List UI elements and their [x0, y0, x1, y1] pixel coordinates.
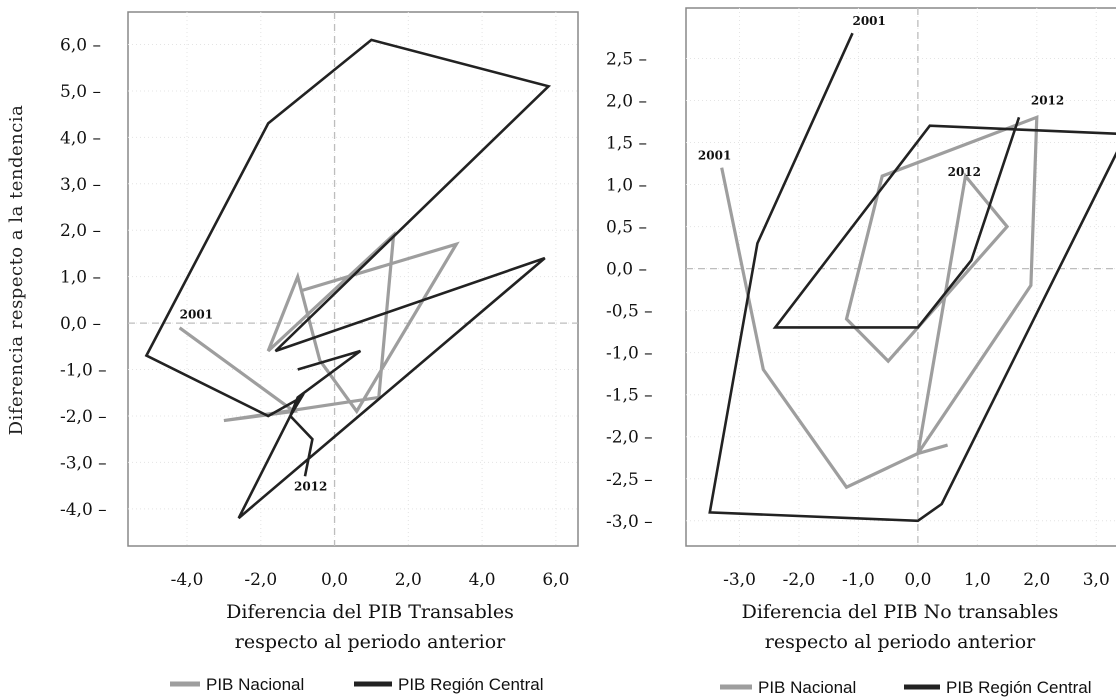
y-tick-label: -1,5 – [606, 386, 653, 406]
y-tick-label: -3,0 – [60, 453, 107, 473]
y-tick-label: -4,0 – [60, 500, 107, 520]
year-annotation: 2012 [294, 479, 327, 493]
y-tick-label: 5,0 – [60, 82, 101, 102]
y-axis-label-left: Diferencia respecto a la tendencia [6, 105, 27, 436]
y-tick-label: -1,0 – [60, 361, 107, 381]
x-tick-label: -2,0 [783, 570, 816, 590]
x-ticks-right: -3,0 -2,0 -1,0 0,0 1,0 2,0 3,0 [723, 570, 1110, 590]
year-annotation: 2001 [698, 148, 731, 162]
x-tick-label: 1,0 [964, 570, 991, 590]
legend-left: PIB Nacional PIB Región Central [170, 675, 544, 694]
x-axis-label-left-line2: respecto al periodo anterior [235, 631, 506, 653]
annotations-right: 2001 2001 2012 2012 [698, 14, 1064, 179]
y-ticks-right: 2,5 – 2,0 – 1,5 – 1,0 – 0,5 – 0,0 – -0,5 – -1,0… [606, 49, 653, 531]
series-left [144, 38, 552, 520]
y-tick-label: 1,5 – [606, 134, 647, 154]
x-tick-label: 6,0 [542, 570, 569, 590]
x-tick-label: -3,0 [723, 570, 756, 590]
y-tick-label: 0,0 – [606, 260, 647, 280]
series-right [708, 32, 1116, 523]
x-axis-label-left-line1: Diferencia del PIB Transables [226, 601, 514, 623]
x-ticks-left: -4,0 -2,0 0,0 2,0 4,0 6,0 [171, 570, 570, 590]
y-tick-label: -2,0 – [60, 407, 107, 427]
x-tick-label: 3,0 [1083, 570, 1110, 590]
legend-label-nacional-right: PIB Nacional [758, 678, 856, 697]
series-line-nacional [178, 230, 460, 423]
legend-label-central-left: PIB Región Central [398, 675, 544, 694]
y-tick-label: -3,0 – [606, 512, 653, 532]
x-tick-label: 0,0 [904, 570, 931, 590]
y-tick-label: 2,0 – [606, 91, 647, 111]
x-tick-label: -2,0 [244, 570, 277, 590]
year-annotation: 2012 [1031, 94, 1064, 108]
y-tick-label: 1,0 – [60, 268, 101, 288]
y-tick-label: -0,5 – [606, 302, 653, 322]
y-tick-label: 1,0 – [606, 176, 647, 196]
x-tick-label: -1,0 [842, 570, 875, 590]
legend-label-nacional-left: PIB Nacional [206, 675, 304, 694]
x-tick-label: 0,0 [321, 570, 348, 590]
y-tick-label: 0,0 – [60, 314, 101, 334]
y-tick-label: 0,5 – [606, 218, 647, 238]
y-tick-label: -1,0 – [606, 344, 653, 364]
chart-right: 2,5 – 2,0 – 1,5 – 1,0 – 0,5 – 0,0 – -0,5 – -1,0… [606, 7, 1116, 697]
y-tick-label: 6,0 – [60, 36, 101, 56]
x-axis-label-right-line1: Diferencia del PIB No transables [742, 601, 1059, 623]
x-tick-label: 2,0 [395, 570, 422, 590]
y-tick-label: 2,0 – [60, 221, 101, 241]
plot-frame-right [685, 7, 1116, 547]
x-axis-label-right-line2: respecto al periodo anterior [765, 631, 1036, 653]
x-tick-label: 2,0 [1023, 570, 1050, 590]
series-line-region-central [144, 38, 552, 520]
year-annotation: 2012 [948, 165, 981, 179]
y-tick-label: 2,5 – [606, 49, 647, 69]
plot-frame-left [127, 11, 579, 547]
series-line-nacional [720, 114, 1039, 490]
grid-left [128, 12, 578, 546]
y-ticks-left: 6,0 – 5,0 – 4,0 – 3,0 – 2,0 – 1,0 – 0,0 – -1,0 … [60, 36, 107, 520]
legend-right: PIB Nacional PIB Región Central [720, 678, 1092, 697]
y-tick-label: 3,0 – [60, 175, 101, 195]
y-tick-label: 4,0 – [60, 128, 101, 148]
chart-left: Diferencia respecto a la tendencia 6,0 –… [6, 11, 579, 694]
y-tick-label: -2,5 – [606, 470, 653, 490]
series-line-region-central [708, 32, 1116, 523]
year-annotation: 2001 [852, 14, 885, 28]
x-tick-label: -4,0 [171, 570, 204, 590]
x-tick-label: 4,0 [469, 570, 496, 590]
year-annotation: 2001 [180, 307, 213, 321]
annotations-left: 2001 2012 [180, 307, 328, 493]
y-tick-label: -2,0 – [606, 428, 653, 448]
legend-label-central-right: PIB Región Central [946, 678, 1092, 697]
